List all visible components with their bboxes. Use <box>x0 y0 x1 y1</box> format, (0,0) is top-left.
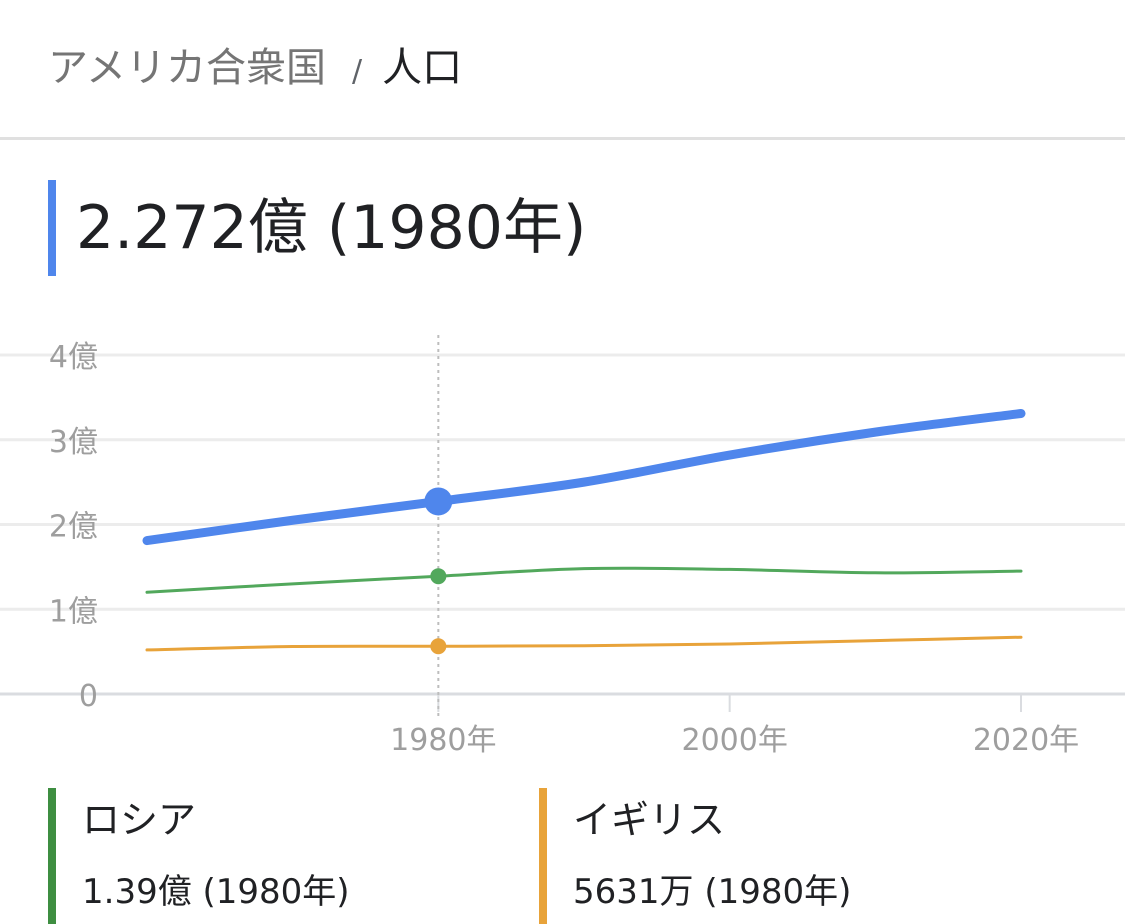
highlight-point-russia <box>430 568 447 585</box>
y-tick-label: 3億 <box>49 425 98 460</box>
legend-value: 5631万 (1980年) <box>573 872 852 912</box>
legend-item-uk[interactable]: イギリス 5631万 (1980年) <box>539 788 851 924</box>
x-tick-label: 2020年 <box>973 723 1079 758</box>
legend-name: ロシア <box>82 798 197 842</box>
highlight-point-uk <box>430 638 447 655</box>
series-line-usa[interactable] <box>142 408 1026 546</box>
legend-item-russia[interactable]: ロシア 1.39億 (1980年) <box>48 788 350 924</box>
breadcrumb-parent-link[interactable]: アメリカ合衆国 <box>48 45 326 91</box>
x-tick-label: 1980年 <box>390 723 496 758</box>
legend-value: 1.39億 (1980年) <box>82 872 350 912</box>
highlight-point-usa <box>424 487 453 516</box>
header: アメリカ合衆国 / 人口 <box>0 0 1125 140</box>
series-line-uk[interactable] <box>145 635 1023 652</box>
breadcrumb-current: 人口 <box>382 45 463 91</box>
population-chart[interactable]: 0 1億 2億 3億 4億 1980年 2000年 2020年 <box>0 320 1125 760</box>
y-tick-label: 0 <box>79 679 98 714</box>
y-tick-label: 4億 <box>49 340 98 375</box>
legend-name: イギリス <box>573 798 726 842</box>
breadcrumb: アメリカ合衆国 / 人口 <box>48 40 462 100</box>
x-tick-label: 2000年 <box>681 723 787 758</box>
series-line-russia[interactable] <box>145 566 1023 594</box>
breadcrumb-separator: / <box>352 54 363 89</box>
main-value: 2.272億 (1980年) <box>48 180 586 276</box>
y-tick-label: 2億 <box>49 510 98 545</box>
y-tick-label: 1億 <box>49 594 98 629</box>
